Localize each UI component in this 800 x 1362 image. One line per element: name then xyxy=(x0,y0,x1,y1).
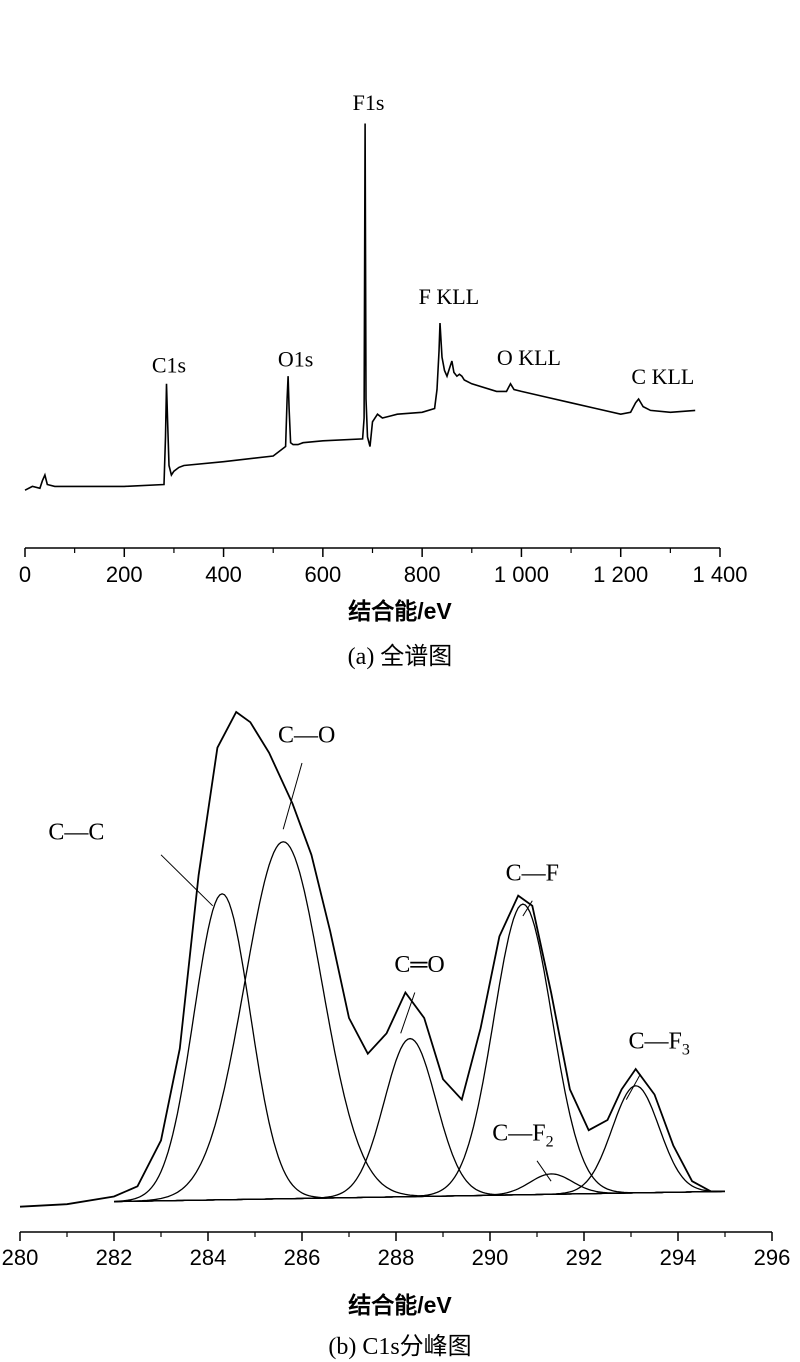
c1s-component-peaks xyxy=(113,841,725,1203)
x-tick-label: 400 xyxy=(205,562,242,587)
x-ticks-c1s: 280 282 284 286 288 290 292 294 296 xyxy=(2,1232,791,1270)
x-tick-label: 282 xyxy=(96,1245,133,1270)
peak-label: C—F2 xyxy=(492,1120,553,1150)
peak-label: F KLL xyxy=(419,284,480,309)
peak-label: C—F3 xyxy=(629,1029,690,1059)
peak-label: O KLL xyxy=(497,345,561,370)
peak-label-text: F KLL xyxy=(419,284,480,309)
x-tick-label: 1 000 xyxy=(494,562,549,587)
x-tick-label: 290 xyxy=(472,1245,509,1270)
peak-label: C═O xyxy=(394,952,444,978)
survey-spectrum-chart: 0 200 400 600 800 1 000 1 200 1 400 C1s O1s F1s F … xyxy=(19,90,748,587)
peak-label-text: C—C xyxy=(48,820,104,846)
x-tick-label: 1 200 xyxy=(593,562,648,587)
x-tick-label: 292 xyxy=(566,1245,603,1270)
caption-c1s: (b) C1s分峰图 xyxy=(328,1334,472,1360)
c1s-peak-labels: C—CC—OC═OC—FC—F2C—F3 xyxy=(48,723,690,1182)
x-axis-label-c1s: 结合能/eV xyxy=(348,1292,452,1318)
peak-label-text: C═O xyxy=(394,952,444,978)
caption-survey: (a) 全谱图 xyxy=(347,644,453,670)
x-tick-label: 1 400 xyxy=(692,562,747,587)
x-tick-label: 0 xyxy=(19,562,31,587)
component-peak-curve xyxy=(114,1085,725,1203)
peak-label-text: C—F xyxy=(506,860,559,886)
x-tick-label: 600 xyxy=(304,562,341,587)
label-leader-line xyxy=(282,762,303,830)
peak-label: F1s xyxy=(353,90,385,115)
survey-spectrum-line xyxy=(24,123,696,491)
peak-label-text: C—F xyxy=(629,1029,682,1055)
peak-label: O1s xyxy=(278,347,313,372)
c1s-fit-chart: 280 282 284 286 288 290 292 294 296 C—C C—O C═O C—F… xyxy=(2,710,791,1270)
survey-peak-labels: C1s O1s F1s F KLL O KLL C KLL xyxy=(152,90,695,389)
label-leader-line xyxy=(536,1160,552,1182)
peak-label-text: F1s xyxy=(353,90,385,115)
x-tick-label: 286 xyxy=(284,1245,321,1270)
x-tick-label: 288 xyxy=(378,1245,415,1270)
label-leader-line xyxy=(160,854,214,907)
peak-label: C—O xyxy=(278,723,335,749)
x-axis-label-survey: 结合能/eV xyxy=(348,598,452,624)
label-leader-line xyxy=(400,992,416,1034)
x-tick-label: 800 xyxy=(404,562,441,587)
peak-label-text: C—O xyxy=(278,723,335,749)
peak-label-text: O1s xyxy=(278,347,313,372)
peak-label: C—C xyxy=(48,820,104,846)
component-peak-curve xyxy=(114,1037,725,1203)
label-leader-line xyxy=(522,900,533,917)
x-tick-label: 280 xyxy=(2,1245,39,1270)
x-tick-label: 296 xyxy=(754,1245,791,1270)
label-leader-line xyxy=(625,1073,641,1100)
peak-label-text: C KLL xyxy=(631,364,694,389)
x-tick-label: 284 xyxy=(190,1245,227,1270)
x-ticks-survey: 0 200 400 600 800 1 000 1 200 1 400 xyxy=(19,548,748,587)
x-tick-label: 200 xyxy=(106,562,143,587)
component-peak-curve xyxy=(113,841,725,1203)
peak-label-text: C—F xyxy=(492,1120,545,1146)
component-peak-curve xyxy=(114,1173,725,1203)
peak-label-subscript: 2 xyxy=(546,1133,554,1150)
peak-label: C KLL xyxy=(631,364,694,389)
peak-label: C—F xyxy=(506,860,559,886)
peak-label-text: O KLL xyxy=(497,345,561,370)
peak-label: C1s xyxy=(152,352,186,377)
x-tick-label: 294 xyxy=(660,1245,697,1270)
peak-label-text: C1s xyxy=(152,352,186,377)
peak-label-subscript: 3 xyxy=(682,1042,690,1059)
c1s-envelope-line xyxy=(19,710,725,1208)
